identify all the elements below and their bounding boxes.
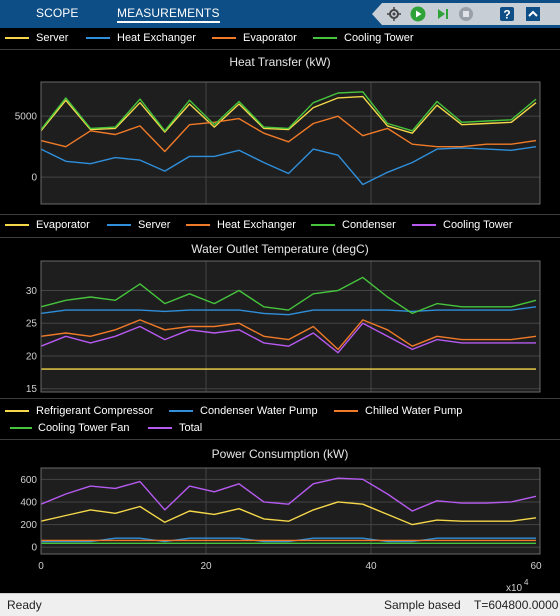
scope-toolbar: SCOPE MEASUREMENTS ? [0, 0, 560, 28]
x-exponent-label: x10 [506, 583, 523, 592]
series-line [40, 501, 537, 526]
y-tick-label: 5000 [15, 112, 38, 123]
stop-icon[interactable] [458, 6, 474, 22]
water-temperature-plot[interactable]: 15 20 25 30 [0, 257, 560, 397]
legend-item[interactable]: Cooling Tower [412, 219, 513, 231]
series-line [41, 537, 536, 543]
y-tick-label: 20 [26, 351, 38, 362]
tab-scope[interactable]: SCOPE [36, 6, 79, 20]
legend-item[interactable]: Evaporator [5, 219, 90, 231]
legend-item[interactable]: Refrigerant Compressor [5, 405, 153, 417]
series-line [40, 319, 537, 351]
series-line [40, 306, 537, 316]
legend-item[interactable]: Total [148, 422, 202, 434]
legend-item[interactable]: Heat Exchanger [186, 219, 296, 231]
y-tick-label: 200 [20, 520, 37, 531]
x-tick-label: 40 [365, 561, 377, 572]
legend-item[interactable]: Condenser Water Pump [169, 405, 318, 417]
y-tick-label: 15 [26, 384, 38, 395]
legend-item[interactable]: Condenser [311, 219, 396, 231]
legend-item[interactable]: Cooling Tower [313, 32, 414, 44]
legend-item[interactable]: Cooling Tower Fan [10, 422, 130, 434]
status-bar: Ready Sample based T=604800.0000 [0, 593, 560, 616]
legend-item[interactable]: Server [107, 219, 170, 231]
legend-water-temperature: Evaporator Server Heat Exchanger Condens… [0, 216, 560, 236]
collapse-icon[interactable] [525, 6, 541, 22]
legend-power: Refrigerant Compressor Condenser Water P… [0, 400, 560, 438]
series-line [40, 95, 537, 134]
legend-heat-transfer: Server Heat Exchanger Evaporator Cooling… [0, 28, 560, 48]
divider [0, 439, 560, 440]
divider [0, 237, 560, 238]
status-time: T=604800.0000 [474, 598, 559, 612]
legend-item[interactable]: Heat Exchanger [86, 32, 196, 44]
signal-trace-icon[interactable] [386, 6, 402, 22]
y-tick-label: 30 [26, 286, 38, 297]
heat-transfer-plot[interactable]: 0 5000 [0, 70, 560, 214]
tab-measurements[interactable]: MEASUREMENTS [117, 6, 220, 23]
y-tick-label: 400 [20, 497, 37, 508]
status-mode: Sample based [384, 598, 461, 612]
status-ready: Ready [7, 598, 42, 612]
y-tick-label: 25 [26, 319, 38, 330]
series-line [40, 91, 537, 132]
plot-title-water-temperature: Water Outlet Temperature (degC) [191, 242, 369, 256]
svg-text:?: ? [503, 8, 510, 22]
step-forward-icon[interactable] [434, 6, 450, 22]
divider [0, 398, 560, 399]
plot-title-power: Power Consumption (kW) [211, 447, 349, 461]
series-line [40, 322, 536, 354]
legend-item[interactable]: Server [5, 32, 68, 44]
plot-border [40, 260, 541, 393]
plot-border [40, 81, 541, 205]
plot-area [41, 261, 540, 392]
y-tick-label: 0 [31, 173, 37, 184]
plot-title-heat-transfer: Heat Transfer (kW) [229, 55, 331, 69]
x-exponent-power: 4 [524, 578, 529, 587]
help-icon[interactable]: ? [499, 6, 515, 22]
y-tick-label: 600 [20, 475, 37, 486]
x-tick-label: 20 [200, 561, 212, 572]
legend-item[interactable]: Evaporator [212, 32, 297, 44]
plot-border [40, 467, 541, 555]
x-tick-label: 60 [530, 561, 542, 572]
x-tick-label: 0 [38, 561, 44, 572]
series-line [40, 115, 537, 153]
divider [0, 214, 560, 215]
plot-area [41, 82, 540, 204]
series-line [40, 276, 537, 315]
run-icon[interactable] [410, 6, 426, 22]
series-line [40, 477, 537, 512]
y-tick-label: 0 [31, 543, 37, 554]
legend-item[interactable]: Chilled Water Pump [334, 405, 462, 417]
divider [0, 49, 560, 50]
series-line [40, 146, 537, 186]
toolstrip-controls: ? [372, 3, 560, 25]
